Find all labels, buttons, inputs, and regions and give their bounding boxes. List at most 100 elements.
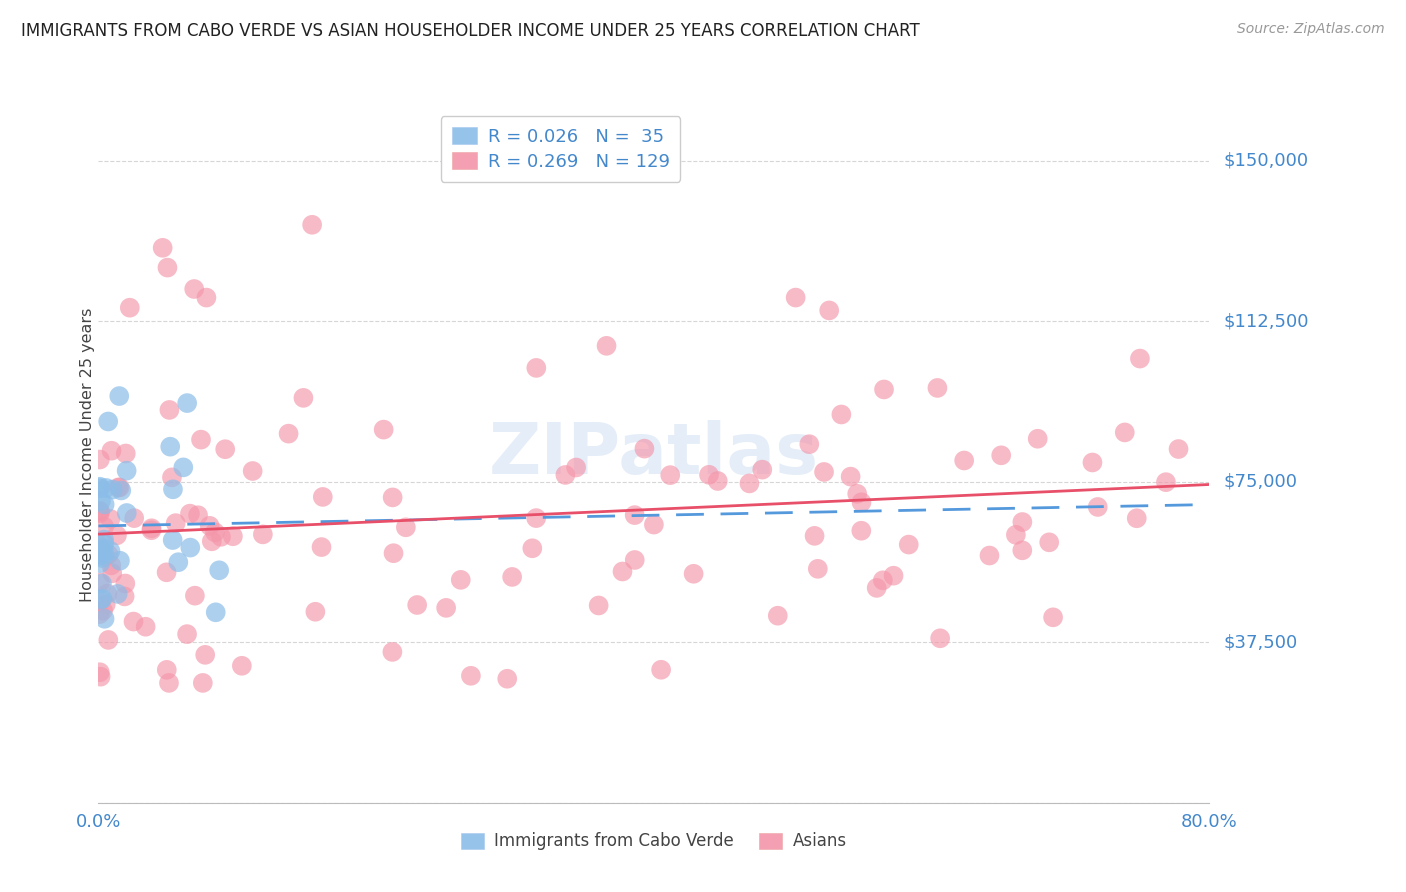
Point [785, 291, 807, 305]
Point [588, 599, 610, 613]
Point [633, 442, 655, 456]
Point [799, 437, 821, 451]
Text: ZIPatlas: ZIPatlas [489, 420, 818, 490]
Point [198, 518, 221, 533]
Point [94, 598, 117, 612]
Point [195, 291, 218, 305]
Point [93, 541, 115, 556]
Point [89, 481, 111, 495]
Point [311, 540, 333, 554]
Point [94, 481, 117, 495]
Point [90, 670, 112, 684]
Point [141, 523, 163, 537]
Point [108, 389, 131, 403]
Point [89, 607, 111, 621]
Point [167, 555, 190, 569]
Point [381, 491, 404, 505]
Point [1167, 442, 1189, 456]
Point [152, 241, 174, 255]
Point [93, 519, 115, 533]
Point [304, 605, 326, 619]
Point [522, 541, 544, 556]
Point [93, 547, 115, 561]
Point [277, 426, 299, 441]
Point [162, 483, 184, 497]
Point [114, 590, 136, 604]
Point [97, 632, 120, 647]
Point [565, 460, 588, 475]
Point [94, 549, 117, 564]
Point [554, 467, 576, 482]
Point [91, 591, 114, 606]
Point [89, 504, 111, 518]
Point [107, 480, 129, 494]
Point [89, 556, 111, 570]
Point [312, 490, 335, 504]
Point [434, 600, 457, 615]
Point [115, 464, 138, 478]
Point [524, 511, 547, 525]
Point [697, 467, 720, 482]
Point [209, 530, 232, 544]
Point [1042, 610, 1064, 624]
Point [830, 408, 852, 422]
Point [803, 529, 825, 543]
Point [208, 563, 231, 577]
Point [108, 481, 131, 495]
Point [100, 544, 122, 558]
Point [96, 586, 118, 600]
Point [90, 593, 112, 607]
Point [872, 574, 894, 588]
Point [231, 658, 253, 673]
Point [450, 573, 472, 587]
Point [89, 549, 111, 563]
Point [114, 446, 136, 460]
Point [179, 541, 201, 555]
Point [242, 464, 264, 478]
Point [165, 516, 187, 530]
Point [650, 663, 672, 677]
Point [252, 527, 274, 541]
Text: Source: ZipAtlas.com: Source: ZipAtlas.com [1237, 22, 1385, 37]
Text: $75,000: $75,000 [1223, 473, 1298, 491]
Point [1081, 455, 1104, 469]
Point [93, 533, 115, 547]
Point [122, 511, 145, 525]
Point [1005, 528, 1028, 542]
Point [172, 460, 194, 475]
Point [953, 453, 976, 467]
Point [91, 576, 114, 591]
Text: IMMIGRANTS FROM CABO VERDE VS ASIAN HOUSEHOLDER INCOME UNDER 25 YEARS CORRELATIO: IMMIGRANTS FROM CABO VERDE VS ASIAN HOUS… [21, 22, 920, 40]
Point [682, 566, 704, 581]
Point [89, 575, 111, 590]
Point [194, 648, 217, 662]
Point [93, 498, 115, 512]
Point [1011, 515, 1033, 529]
Point [990, 448, 1012, 462]
Point [176, 627, 198, 641]
Point [623, 508, 645, 522]
Point [107, 587, 129, 601]
Point [100, 443, 122, 458]
Point [373, 423, 395, 437]
Point [222, 529, 245, 543]
Point [91, 542, 114, 557]
Point [204, 525, 226, 540]
Point [135, 620, 157, 634]
Point [214, 442, 236, 457]
Point [301, 218, 323, 232]
Point [156, 663, 179, 677]
Point [979, 549, 1001, 563]
Point [93, 612, 115, 626]
Point [187, 508, 209, 523]
Point [659, 468, 682, 483]
Y-axis label: Householder Income Under 25 years: Householder Income Under 25 years [80, 308, 94, 602]
Point [382, 546, 405, 560]
Point [1038, 535, 1060, 549]
Point [101, 566, 124, 581]
Point [89, 480, 111, 494]
Point [927, 381, 949, 395]
Point [1114, 425, 1136, 440]
Point [90, 494, 112, 508]
Point [612, 565, 634, 579]
